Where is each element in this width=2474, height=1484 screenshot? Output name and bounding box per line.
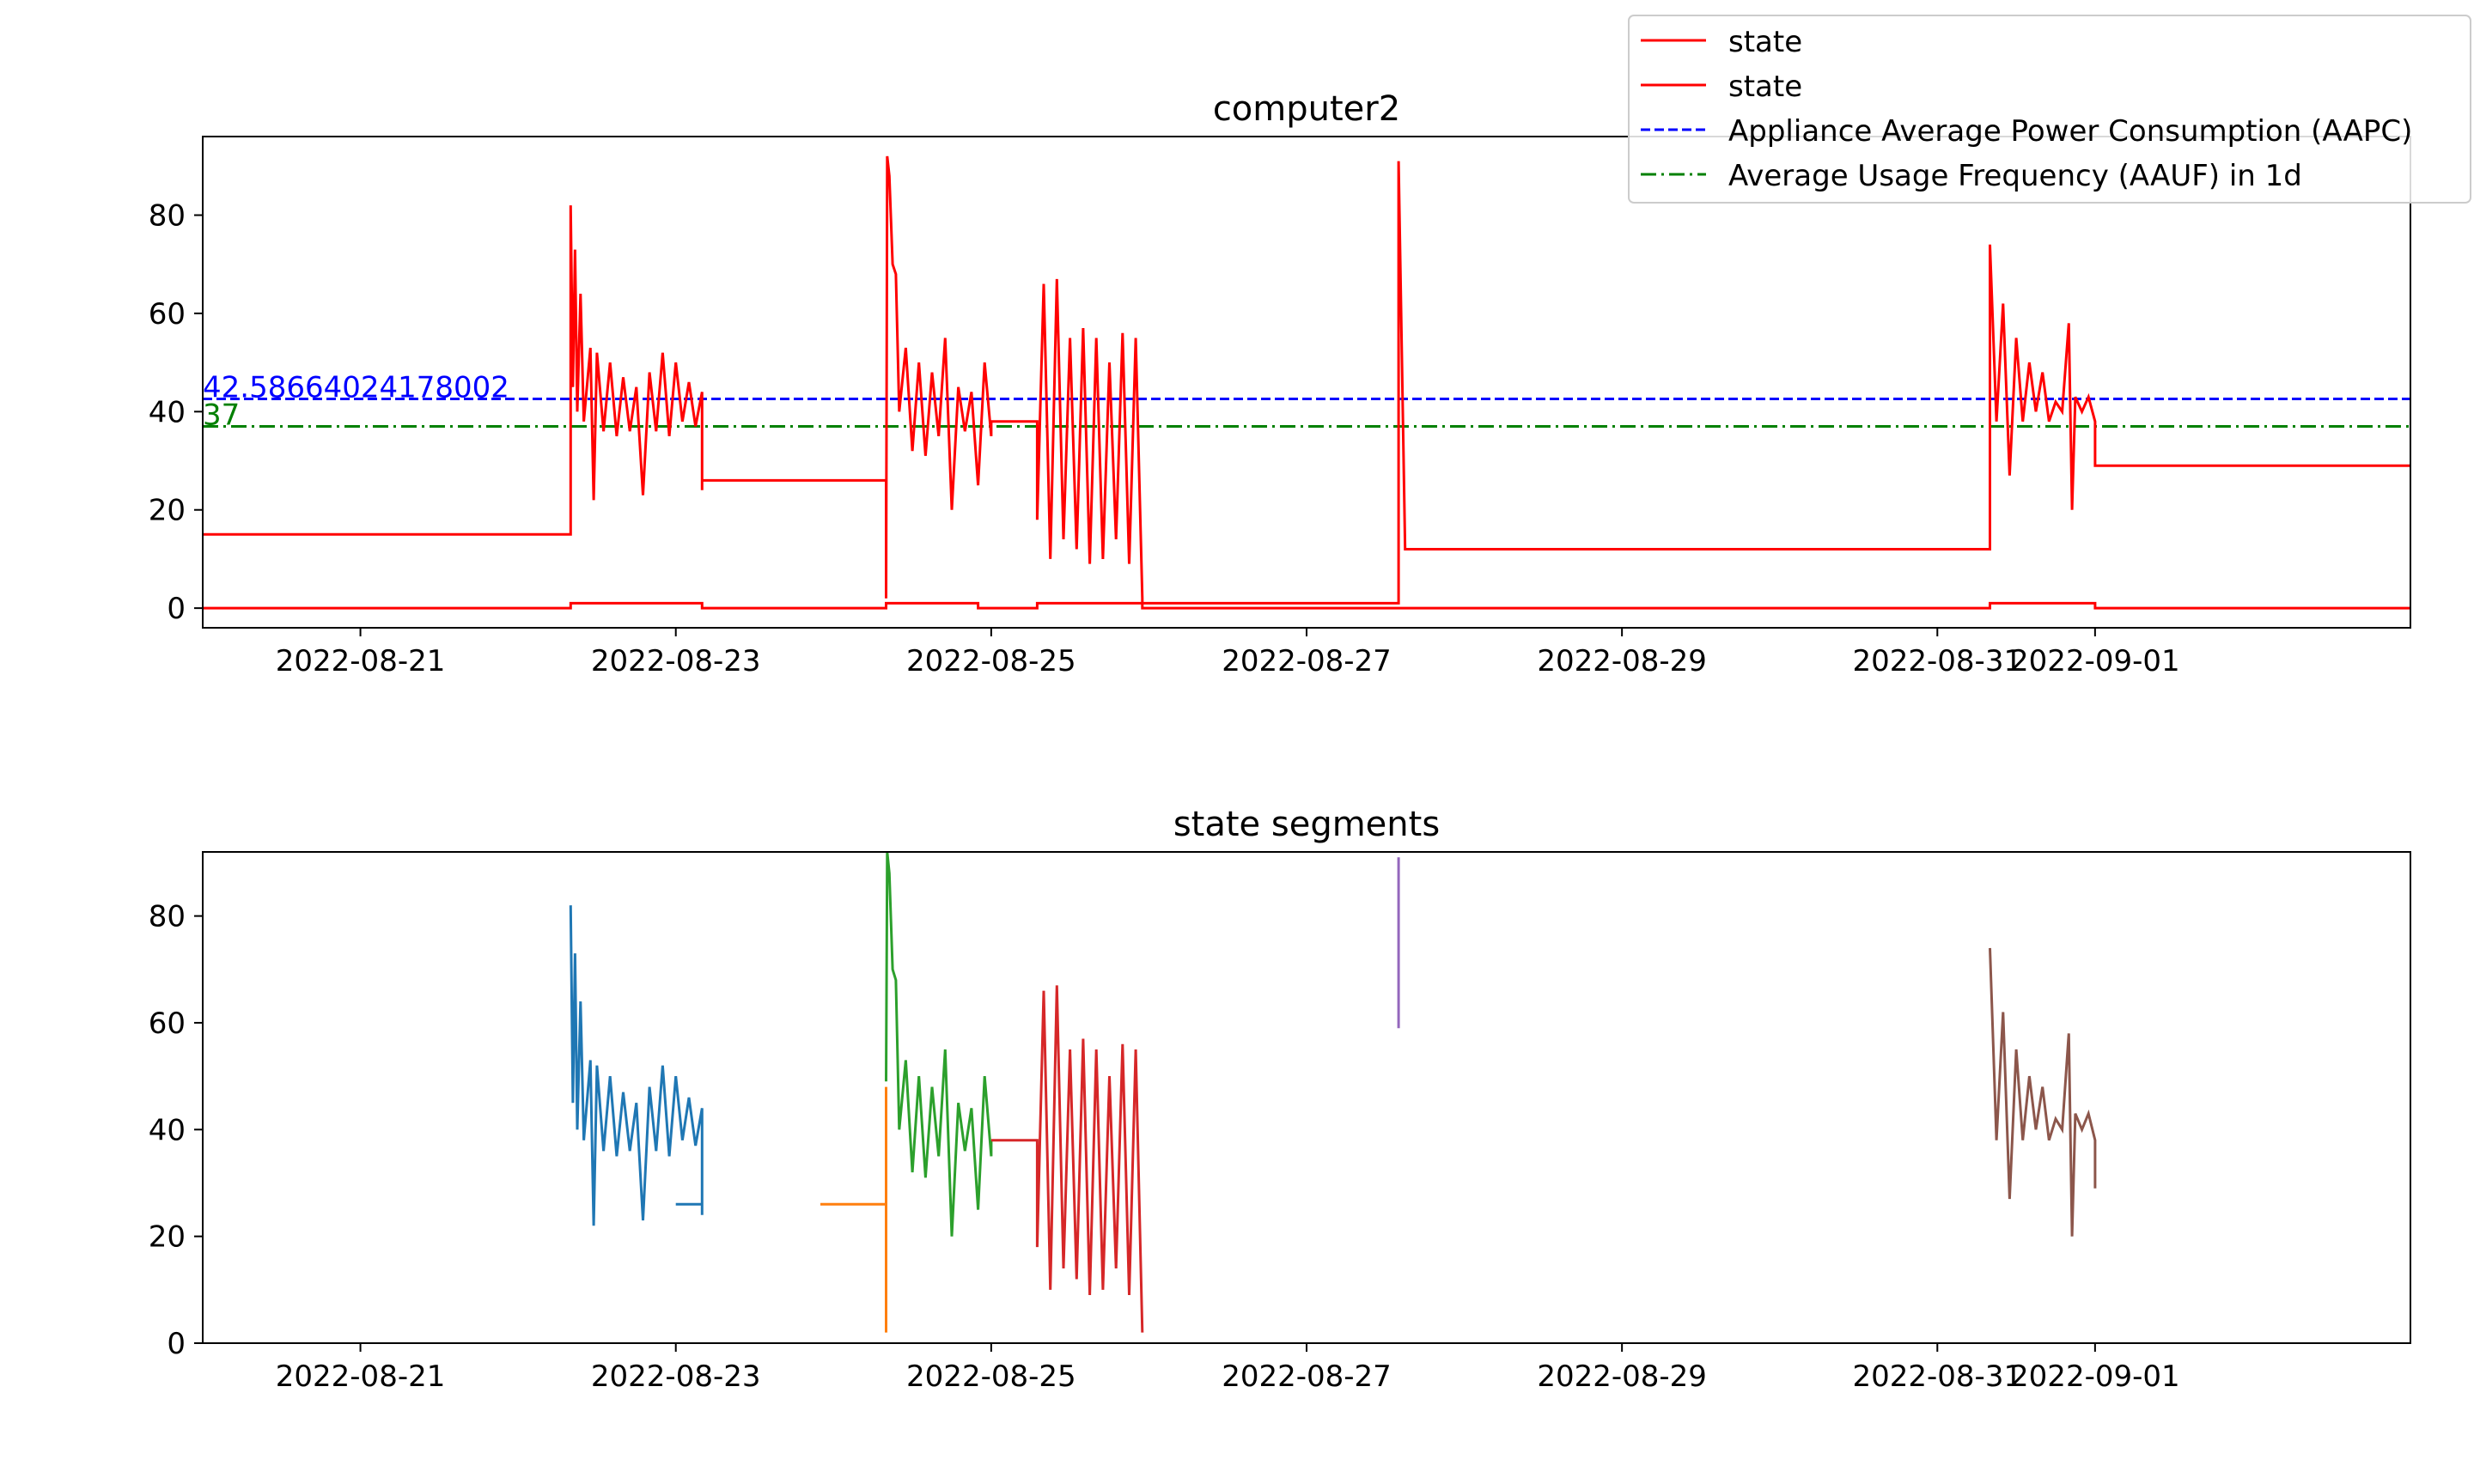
legend-label: Average Usage Frequency (AAUF) in 1d xyxy=(1728,159,2302,193)
x-tick-label: 2022-08-23 xyxy=(591,644,761,678)
plot-area xyxy=(203,155,2410,610)
legend-label: state xyxy=(1728,70,1802,104)
legend: state state Appliance Average Power Cons… xyxy=(1628,15,2471,204)
series-line-0 xyxy=(569,905,704,1226)
aauf-annotation: 37 xyxy=(203,398,240,432)
series-line-2 xyxy=(885,851,993,1237)
axes: 2022-08-21 2022-08-23 2022-08-25 2022-08-27… xyxy=(149,900,2180,1394)
y-tick-label: 40 xyxy=(149,395,186,429)
legend-label: Appliance Average Power Consumption (AAP… xyxy=(1728,114,2412,149)
x-tick-label: 2022-08-27 xyxy=(1222,1359,1392,1394)
legend-box xyxy=(1628,15,2471,204)
x-tick-label: 2022-08-25 xyxy=(906,1359,1076,1394)
x-tick-label: 2022-08-31 xyxy=(1852,644,2022,678)
y-tick-label: 40 xyxy=(149,1113,186,1147)
legend-entry: state xyxy=(1641,70,1802,104)
x-tick-label: 2022-08-25 xyxy=(906,644,1076,678)
chart-computer2: computer2 2022-08-21 2022-08-23 2022-08-25… xyxy=(149,89,2411,678)
aapc-annotation: 42.58664024178002 xyxy=(203,371,509,405)
legend-label: state xyxy=(1728,25,1802,59)
y-tick-label: 20 xyxy=(149,494,186,528)
y-tick-label: 0 xyxy=(167,1327,186,1361)
y-tick-label: 80 xyxy=(149,199,186,234)
y-tick-label: 60 xyxy=(149,297,186,331)
chart-title: state segments xyxy=(1173,805,1440,844)
legend-entry: state xyxy=(1641,25,1802,59)
y-tick-label: 0 xyxy=(167,592,186,626)
y-tick-label: 20 xyxy=(149,1220,186,1255)
y-tick-label: 80 xyxy=(149,900,186,934)
legend-entry: Average Usage Frequency (AAUF) in 1d xyxy=(1641,159,2302,193)
y-tick-label: 60 xyxy=(149,1007,186,1041)
x-tick-label: 2022-08-29 xyxy=(1537,1359,1707,1394)
series-line-3 xyxy=(990,985,1144,1333)
series-line-1 xyxy=(203,601,2410,610)
x-tick-label: 2022-08-29 xyxy=(1537,644,1707,678)
chart-state-segments: state segments 2022-08-21 2022-08-23 2022-… xyxy=(149,805,2411,1394)
x-tick-label: 2022-08-31 xyxy=(1852,1359,2022,1394)
series-line-5 xyxy=(1989,947,2097,1237)
x-tick-label: 2022-08-27 xyxy=(1222,644,1392,678)
series-line-1 xyxy=(820,1086,887,1333)
plot-area xyxy=(569,851,2097,1333)
chart-title: computer2 xyxy=(1213,89,1400,129)
x-tick-label: 2022-08-21 xyxy=(276,644,446,678)
x-tick-label: 2022-09-01 xyxy=(2010,1359,2180,1394)
x-tick-label: 2022-09-01 xyxy=(2010,644,2180,678)
legend-entry: Appliance Average Power Consumption (AAP… xyxy=(1641,114,2412,149)
x-tick-label: 2022-08-21 xyxy=(276,1359,446,1394)
axes: 2022-08-21 2022-08-23 2022-08-25 2022-08-27… xyxy=(149,199,2180,678)
x-tick-label: 2022-08-23 xyxy=(591,1359,761,1394)
series-line-0 xyxy=(203,155,2410,605)
